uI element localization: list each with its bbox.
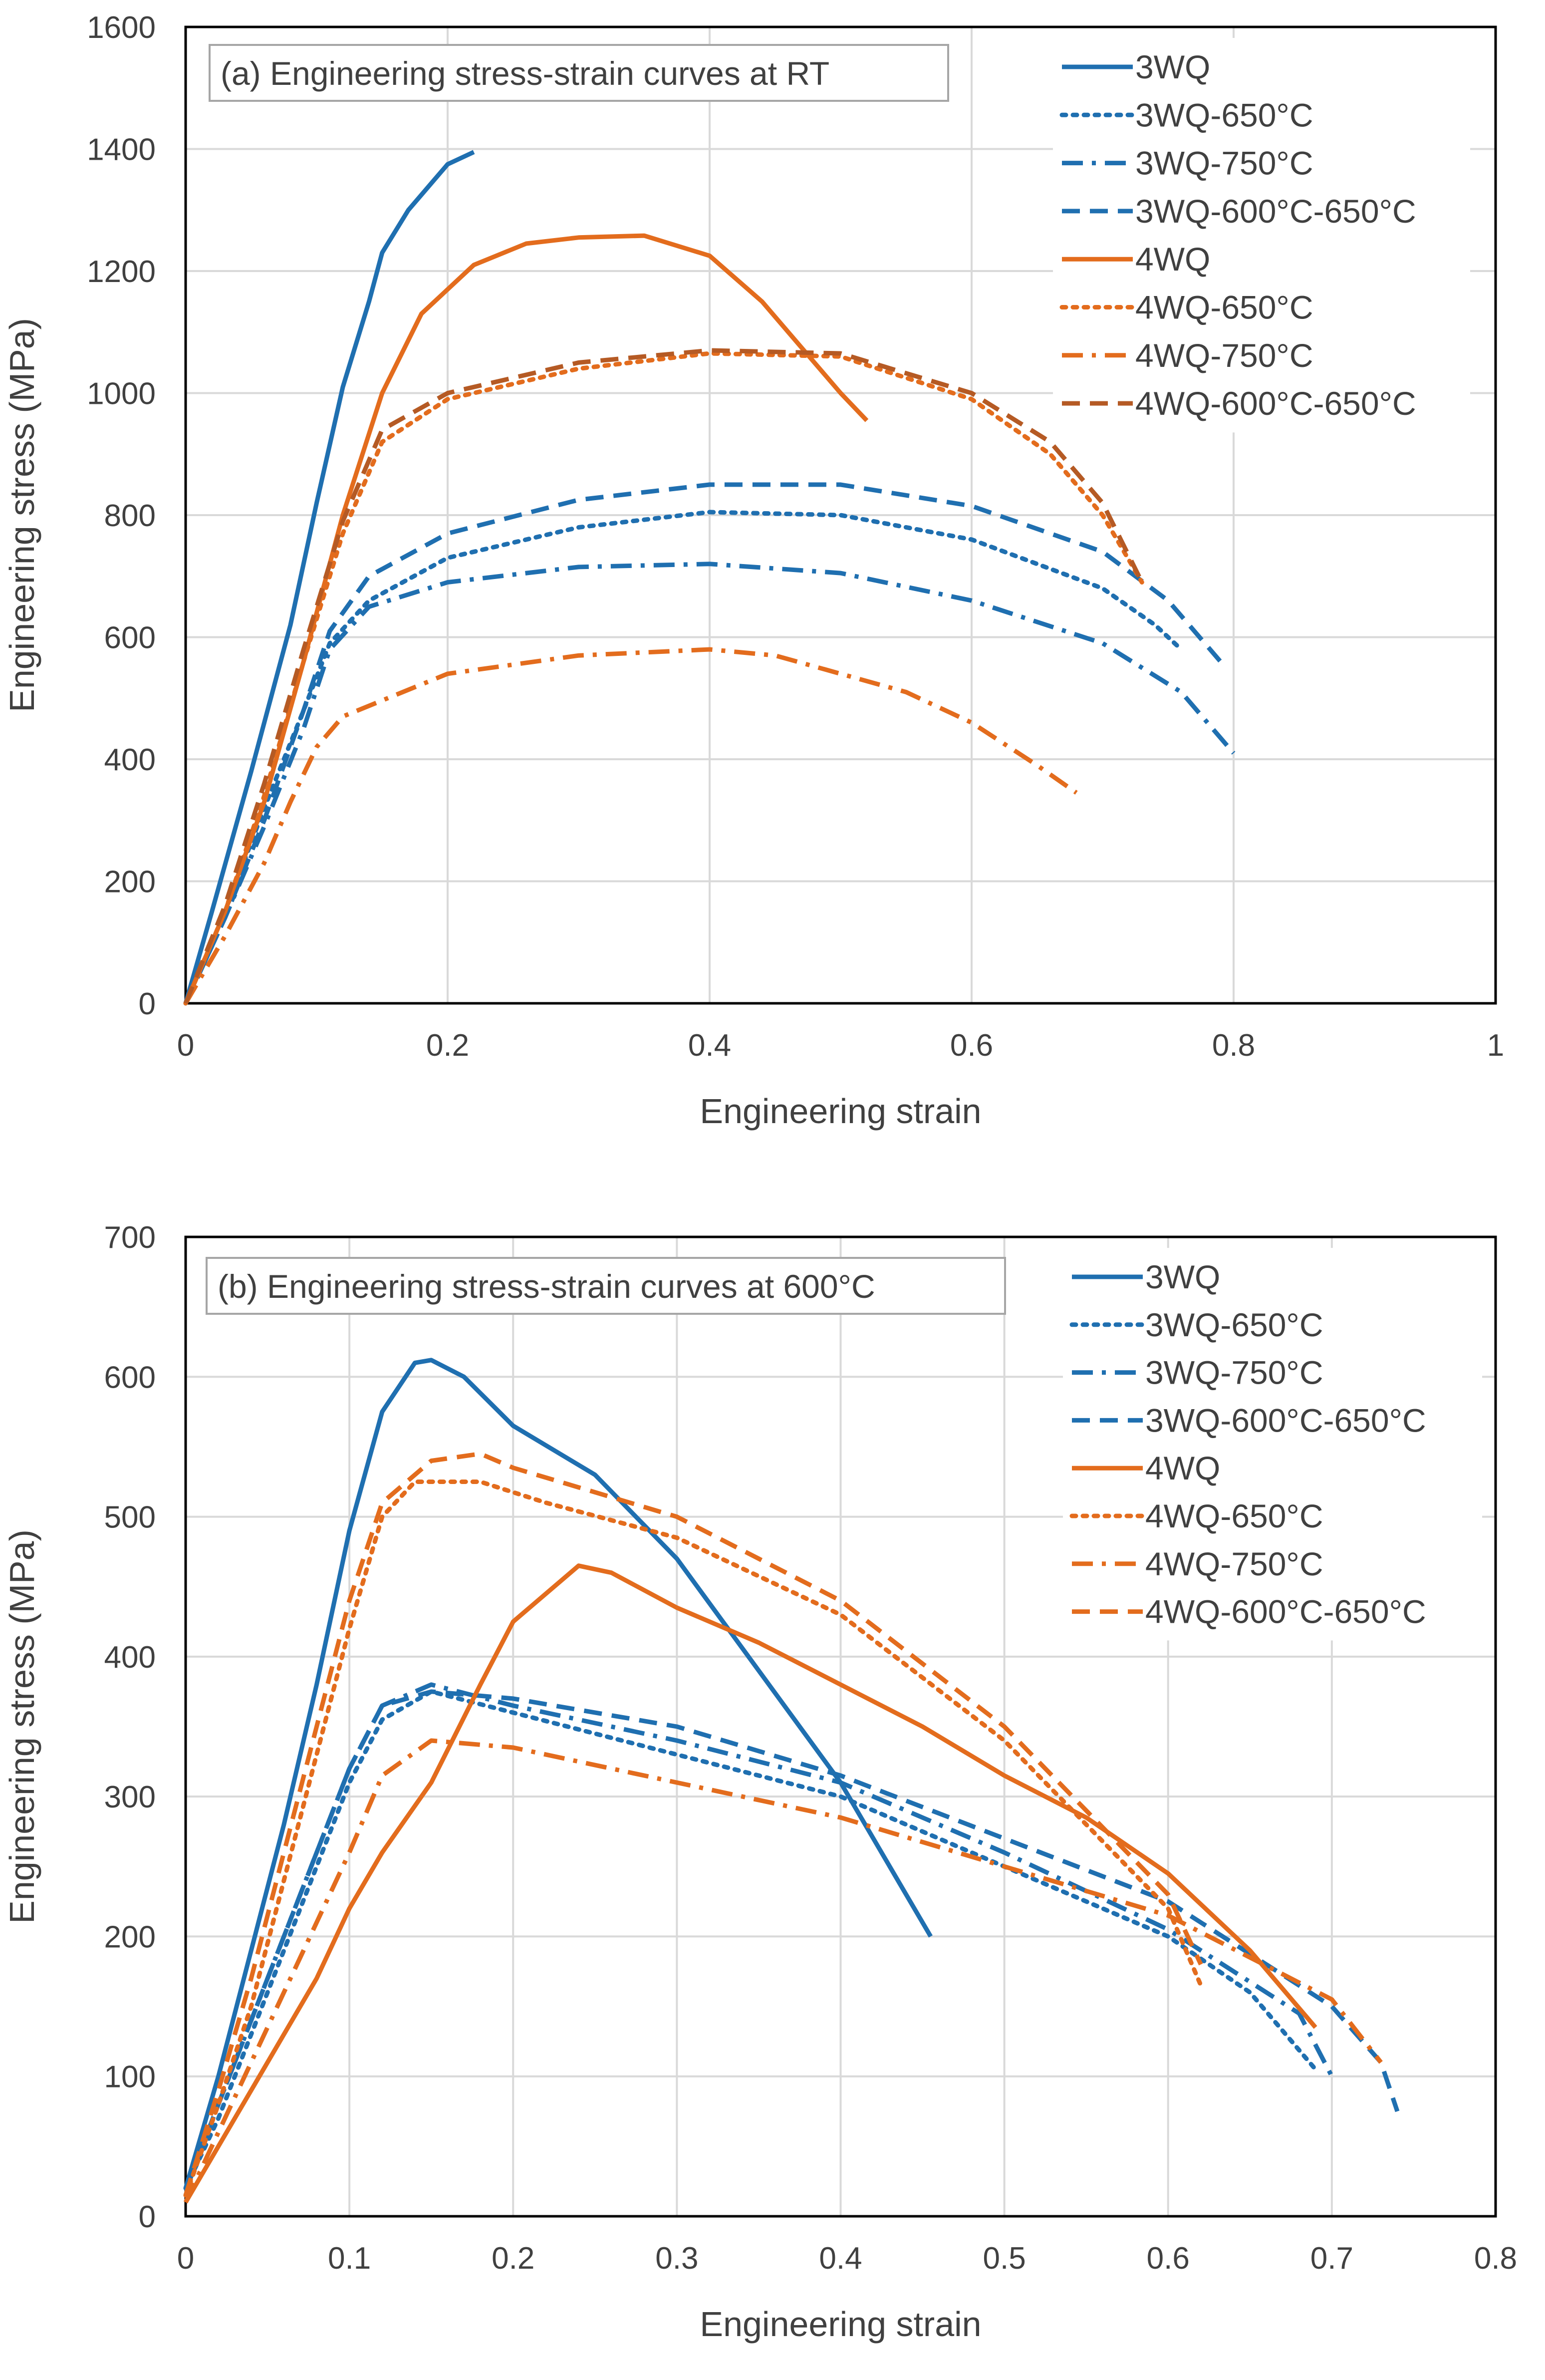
series-line-3wq-600-c-650-c (183, 1689, 1400, 2189)
legend-label: 4WQ (1135, 241, 1210, 278)
series-line-4wq-600-c-650-c (183, 348, 1144, 1004)
series-line-3wq-750-c (183, 1682, 1334, 2189)
y-tick-label: 1000 (87, 377, 156, 411)
y-tick-label: 400 (104, 743, 156, 777)
y-tick-label: 700 (104, 1220, 156, 1255)
x-axis-label: Engineering strain (700, 1092, 981, 1131)
legend-label: 3WQ-650°C (1145, 1306, 1323, 1343)
legend-label: 4WQ-650°C (1145, 1497, 1323, 1534)
series-line-3wq-750-c (183, 562, 1236, 1004)
y-tick-label: 200 (104, 865, 156, 899)
series-line-3wq (183, 150, 475, 1004)
legend-label: 4WQ-650°C (1135, 289, 1313, 326)
x-tick-label: 0.6 (950, 1028, 993, 1063)
x-tick-label: 0.8 (1212, 1028, 1255, 1063)
y-tick-label: 0 (139, 987, 156, 1021)
legend (1063, 1248, 1482, 1641)
legend-label: 3WQ-650°C (1135, 96, 1313, 133)
y-tick-label: 100 (104, 2060, 156, 2094)
x-tick-label: 0.2 (492, 2241, 534, 2276)
legend-label: 3WQ-600°C-650°C (1145, 1402, 1426, 1439)
y-axis-label: Engineering stress (MPa) (2, 318, 41, 712)
legend-label: 3WQ-750°C (1145, 1354, 1323, 1391)
legend-label: 4WQ-600°C-650°C (1135, 385, 1416, 422)
y-tick-label: 300 (104, 1780, 156, 1814)
x-tick-label: 0 (177, 2241, 194, 2276)
series-line-4wq-600-c-650-c (183, 1451, 1203, 2196)
x-tick-label: 0.1 (328, 2241, 371, 2276)
y-tick-label: 1600 (87, 10, 156, 45)
series-line-3wq-600-c-650-c (183, 482, 1223, 1004)
series-line-4wq (183, 233, 869, 1004)
x-tick-label: 0.3 (655, 2241, 698, 2276)
legend-label: 4WQ (1145, 1450, 1220, 1487)
annotation-box (209, 44, 949, 102)
x-tick-label: 1 (1487, 1028, 1504, 1063)
legend-label: 3WQ-750°C (1135, 145, 1313, 182)
legend-label: 3WQ (1145, 1258, 1220, 1295)
chart-annotation: (a) Engineering stress-strain curves at … (221, 55, 829, 92)
x-tick-label: 0 (177, 1028, 194, 1063)
x-tick-label: 0.7 (1310, 2241, 1353, 2276)
y-tick-label: 500 (104, 1500, 156, 1535)
legend-label: 4WQ-750°C (1135, 337, 1313, 374)
chart-a: 0 0.2 0.4 0.6 0.8 1 0 200 400 600 800 1000 1200 1400 1… (2, 10, 1504, 1131)
series-line-3wq (183, 1358, 933, 2189)
y-tick-label: 400 (104, 1640, 156, 1675)
series-line-3wq-650-c (183, 1689, 1318, 2191)
legend-label: 4WQ-600°C-650°C (1145, 1593, 1426, 1630)
y-tick-label: 200 (104, 1920, 156, 1954)
y-axis-label: Engineering stress (MPa) (2, 1529, 41, 1924)
x-tick-label: 0.8 (1474, 2241, 1517, 2276)
y-tick-label: 0 (139, 2200, 156, 2234)
chart-annotation: (b) Engineering stress-strain curves at … (218, 1268, 875, 1305)
plot-frame (184, 1235, 1497, 2218)
x-axis-label: Engineering strain (700, 2305, 981, 2344)
y-tick-label: 600 (104, 1360, 156, 1395)
annotation-box (206, 1257, 1006, 1315)
legend-label: 3WQ-600°C-650°C (1135, 193, 1416, 230)
x-tick-label: 0.6 (1147, 2241, 1190, 2276)
x-tick-label: 0.2 (426, 1028, 469, 1063)
y-tick-label: 800 (104, 499, 156, 533)
y-tick-label: 1400 (87, 133, 156, 167)
x-tick-label: 0.4 (688, 1028, 731, 1063)
y-tick-label: 600 (104, 621, 156, 655)
series-line-4wq-750-c (184, 647, 1078, 1005)
x-tick-label: 0.5 (983, 2241, 1026, 2276)
series-line-3wq-650-c (183, 510, 1184, 1006)
series-line-4wq-650-c (183, 351, 1144, 1006)
series-line-4wq-750-c (183, 1738, 1383, 2203)
chart-b: 0 0.1 0.2 0.3 0.4 0.5 0.6 0.7 0.8 0 100 200 300 400 50… (2, 1220, 1517, 2344)
legend (1053, 38, 1470, 433)
plot-frame (184, 25, 1497, 1005)
y-tick-label: 1200 (87, 255, 156, 289)
legend-label: 3WQ (1135, 48, 1210, 85)
series-line-4wq-650-c (183, 1480, 1203, 2198)
x-tick-label: 0.4 (819, 2241, 862, 2276)
legend-label: 4WQ-750°C (1145, 1545, 1323, 1582)
